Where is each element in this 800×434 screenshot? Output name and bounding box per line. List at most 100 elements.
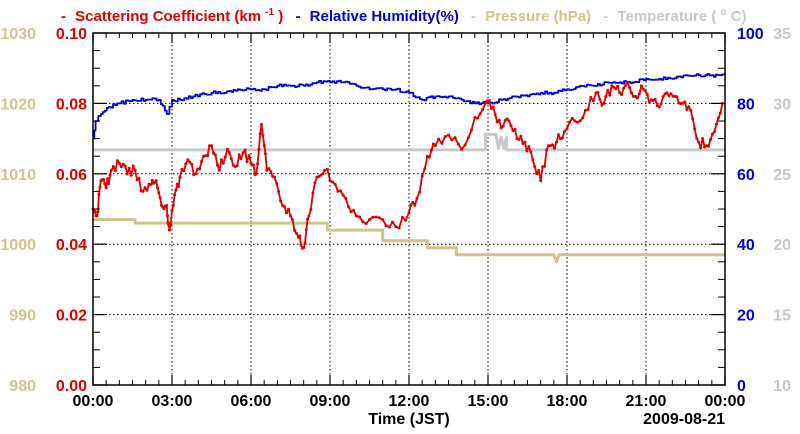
data-point-scattering-coefficient [568, 120, 572, 124]
data-point-scattering-coefficient [489, 107, 493, 110]
data-point-scattering-coefficient [505, 117, 509, 121]
legend-scattering-prefix: - [61, 8, 66, 25]
data-point-scattering-coefficient [141, 189, 145, 193]
data-point-scattering-coefficient [374, 215, 378, 219]
data-point-scattering-coefficient [525, 149, 529, 153]
data-point-scattering-coefficient [404, 218, 408, 222]
data-point-scattering-coefficient [154, 179, 158, 183]
data-point-scattering-coefficient [307, 214, 311, 218]
data-point-scattering-coefficient [565, 127, 569, 131]
data-point-scattering-coefficient [460, 147, 464, 151]
data-point-scattering-coefficient [217, 168, 221, 172]
pressure-axis-tick-label: 980 [9, 378, 36, 395]
data-point-scattering-coefficient [289, 214, 292, 218]
data-point-scattering-coefficient [258, 132, 262, 136]
pressure-axis-tick-label: 1030 [0, 26, 36, 43]
data-point-scattering-coefficient [267, 167, 271, 171]
data-point-scattering-coefficient [440, 141, 444, 145]
data-point-scattering-coefficient [175, 182, 179, 186]
data-point-scattering-coefficient [381, 218, 385, 222]
data-point-scattering-coefficient [423, 167, 427, 171]
data-point-scattering-coefficient [149, 182, 153, 186]
data-point-scattering-coefficient [143, 186, 147, 190]
data-point-scattering-coefficient [198, 167, 202, 171]
data-point-scattering-coefficient [535, 172, 539, 176]
data-point-scattering-coefficient [98, 185, 102, 189]
data-point-scattering-coefficient [104, 186, 108, 190]
series-line-relative-humidity [93, 73, 726, 140]
data-point-scattering-coefficient [622, 86, 626, 90]
x-tick-label: 18:00 [547, 393, 588, 410]
data-point-scattering-coefficient [264, 152, 267, 156]
data-point-scattering-coefficient [215, 163, 219, 167]
data-point-scattering-coefficient [119, 165, 123, 169]
data-point-scattering-coefficient [229, 157, 233, 161]
x-axis-title: Time (JST) [368, 411, 450, 428]
data-point-scattering-coefficient [533, 165, 537, 169]
temperature-axis-tick-label: 35 [773, 26, 791, 43]
data-point-scattering-coefficient [257, 147, 261, 151]
data-point-scattering-coefficient [630, 91, 633, 95]
data-point-scattering-coefficient [131, 164, 135, 168]
legend-temperature-label-end: C) [731, 8, 747, 25]
data-point-scattering-coefficient [182, 169, 186, 173]
data-point-scattering-coefficient [429, 148, 433, 152]
data-point-scattering-coefficient [283, 205, 287, 209]
data-point-scattering-coefficient [411, 200, 415, 204]
data-point-scattering-coefficient [269, 170, 273, 173]
data-point-scattering-coefficient [519, 134, 523, 138]
data-point-scattering-coefficient [352, 208, 356, 212]
data-point-scattering-coefficient [647, 100, 651, 104]
data-point-scattering-coefficient [523, 140, 527, 144]
data-point-scattering-coefficient [294, 231, 298, 235]
data-point-scattering-coefficient [635, 96, 639, 100]
data-point-scattering-coefficient [243, 148, 247, 152]
data-point-scattering-coefficient [576, 120, 579, 124]
data-point-scattering-coefficient [657, 105, 661, 109]
temperature-axis-tick-label: 30 [773, 96, 791, 113]
x-tick-label: 00:00 [705, 393, 746, 410]
data-point-scattering-coefficient [604, 95, 608, 99]
data-point-scattering-coefficient [713, 130, 716, 134]
data-point-scattering-coefficient [570, 116, 574, 120]
data-point-scattering-coefficient [137, 176, 141, 180]
legend-humidity-label: Relative Humidity(%) [310, 8, 459, 25]
legend-pressure-label: Pressure (hPa) [485, 8, 591, 25]
data-point-scattering-coefficient [256, 162, 260, 166]
data-point-scattering-coefficient [219, 158, 223, 162]
data-point-scattering-coefficient [450, 138, 454, 142]
legend-temperature-prefix: - [603, 8, 608, 25]
data-point-scattering-coefficient [188, 160, 192, 164]
data-point-scattering-coefficient [689, 108, 693, 112]
data-point-scattering-coefficient [614, 87, 618, 91]
data-point-scattering-coefficient [247, 154, 251, 158]
data-point-scattering-coefficient [103, 182, 107, 186]
x-tick-label: 00:00 [73, 393, 114, 410]
data-point-scattering-coefficient [397, 226, 401, 230]
data-point-scattering-coefficient [394, 225, 398, 229]
data-point-scattering-coefficient [186, 158, 190, 162]
data-point-scattering-coefficient [302, 246, 306, 250]
humidity-axis-tick-label: 100 [737, 26, 764, 43]
data-point-scattering-coefficient [387, 225, 391, 229]
data-point-scattering-coefficient [293, 228, 296, 232]
data-point-scattering-coefficient [252, 163, 256, 167]
data-point-scattering-coefficient [675, 95, 679, 99]
data-point-scattering-coefficient [309, 207, 313, 211]
data-point-scattering-coefficient [127, 166, 131, 170]
data-point-scattering-coefficient [223, 155, 227, 159]
data-point-scattering-coefficient [456, 142, 460, 146]
data-point-scattering-coefficient [306, 217, 310, 221]
data-point-scattering-coefficient [239, 157, 243, 161]
data-point-scattering-coefficient [583, 108, 587, 112]
data-point-scattering-coefficient [125, 172, 129, 176]
data-point-scattering-coefficient [453, 136, 457, 140]
data-point-scattering-coefficient [669, 92, 673, 96]
data-point-scattering-coefficient [133, 168, 137, 172]
data-point-scattering-coefficient [361, 220, 365, 224]
data-point-scattering-coefficient [95, 214, 99, 218]
data-point-scattering-coefficient [616, 84, 620, 88]
data-point-scattering-coefficient [225, 147, 229, 151]
data-point-scattering-coefficient [685, 108, 689, 111]
data-point-scattering-coefficient [699, 146, 703, 150]
